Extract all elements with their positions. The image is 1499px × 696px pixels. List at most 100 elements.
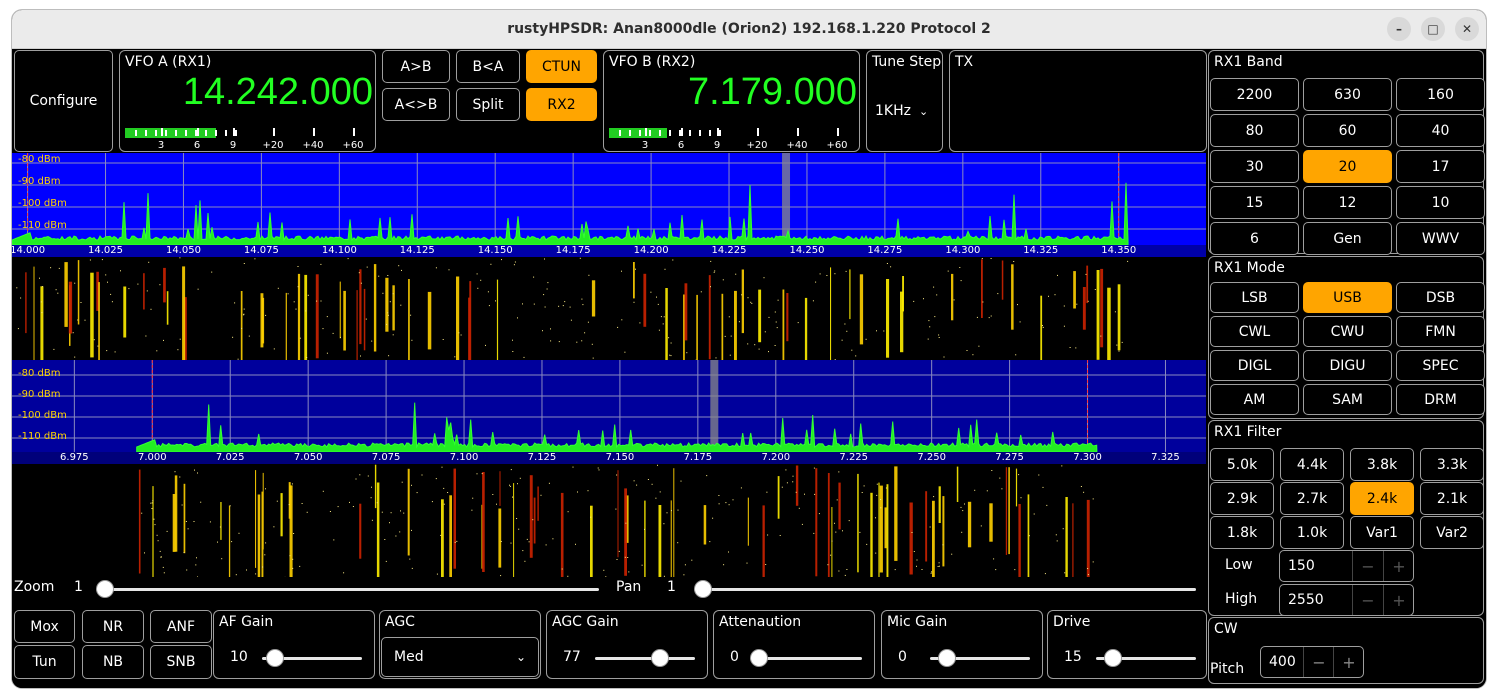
band-button[interactable]: 15 — [1210, 186, 1299, 219]
filter-button[interactable]: 2.1k — [1420, 482, 1484, 515]
waterfall-noise — [84, 319, 86, 321]
waterfall-signal — [857, 473, 859, 573]
agc-gain-slider[interactable] — [595, 657, 695, 660]
cw-pitch-spinner[interactable]: 400 − + — [1260, 646, 1364, 678]
filter-button[interactable]: Var2 — [1420, 516, 1484, 549]
meter-scale-label: 6 — [677, 140, 685, 151]
band-button[interactable]: 10 — [1396, 186, 1485, 219]
waterfall-noise — [628, 571, 630, 573]
zoom-slider-handle[interactable] — [96, 580, 114, 598]
mode-button[interactable]: DIGU — [1303, 350, 1392, 381]
nb-button[interactable]: NB — [82, 645, 144, 679]
tun-button[interactable]: Tun — [14, 645, 75, 679]
filter-button[interactable]: 5.0k — [1210, 448, 1274, 481]
filter-high-spinner[interactable]: 2550 − + — [1279, 584, 1414, 616]
waterfall-noise — [262, 566, 264, 568]
rx1-panadapter[interactable]: -80 dBm -90 dBm -100 dBm -110 dBm — [12, 153, 1206, 245]
mic-gain-slider[interactable] — [930, 657, 1030, 660]
af-gain-slider[interactable] — [262, 657, 362, 660]
mode-button[interactable]: DRM — [1396, 384, 1485, 415]
plus-icon[interactable]: + — [1333, 647, 1364, 677]
minus-icon[interactable]: − — [1352, 551, 1383, 581]
filter-button[interactable]: 3.8k — [1350, 448, 1414, 481]
band-button[interactable]: 20 — [1303, 150, 1392, 183]
agc-dropdown[interactable]: Med ⌄ — [381, 637, 539, 677]
band-button[interactable]: 17 — [1396, 150, 1485, 183]
nr-button[interactable]: NR — [82, 610, 144, 643]
band-button[interactable]: 12 — [1303, 186, 1392, 219]
mode-button[interactable]: DSB — [1396, 282, 1485, 313]
rx2-button[interactable]: RX2 — [526, 88, 597, 121]
swap-a-b-button[interactable]: A<>B — [382, 88, 450, 121]
band-button[interactable]: 160 — [1396, 78, 1485, 111]
filter-button[interactable]: 4.4k — [1280, 448, 1344, 481]
waterfall-noise — [177, 349, 179, 351]
maximize-button[interactable]: □ — [1421, 17, 1445, 41]
plus-icon[interactable]: + — [1383, 585, 1414, 615]
minimize-button[interactable]: – — [1387, 17, 1411, 41]
mic-gain-slider-handle[interactable] — [938, 649, 957, 667]
mode-button[interactable]: LSB — [1210, 282, 1299, 313]
vfo-a-frequency[interactable]: 14.242.000 — [182, 71, 373, 113]
drive-slider[interactable] — [1096, 657, 1196, 660]
waterfall-noise — [991, 470, 993, 471]
filter-button[interactable]: Var1 — [1350, 516, 1414, 549]
rx2-panadapter[interactable]: -80 dBm -90 dBm -100 dBm -110 dBm — [12, 360, 1206, 452]
configure-button[interactable]: Configure — [14, 50, 113, 152]
pan-slider[interactable] — [694, 588, 1196, 591]
rx2-waterfall[interactable] — [12, 464, 1206, 577]
mode-button[interactable]: CWL — [1210, 316, 1299, 347]
tune-step-dropdown[interactable]: 1KHz ⌄ — [875, 103, 928, 119]
drive-slider-handle[interactable] — [1104, 649, 1123, 667]
filter-button[interactable]: 2.4k — [1350, 482, 1414, 515]
band-button[interactable]: 80 — [1210, 114, 1299, 147]
anf-button[interactable]: ANF — [150, 610, 212, 643]
mode-button[interactable]: CWU — [1303, 316, 1392, 347]
frequency-tick-label: 14.025 — [88, 245, 124, 256]
band-button[interactable]: 60 — [1303, 114, 1392, 147]
close-button[interactable]: ✕ — [1455, 17, 1479, 41]
minus-icon[interactable]: − — [1352, 585, 1383, 615]
split-button[interactable]: Split — [456, 88, 520, 121]
agc-gain-slider-handle[interactable] — [650, 649, 669, 667]
band-button[interactable]: 630 — [1303, 78, 1392, 111]
mode-button[interactable]: AM — [1210, 384, 1299, 415]
pan-slider-handle[interactable] — [694, 580, 712, 598]
a-to-b-button[interactable]: A>B — [382, 50, 450, 83]
rx1-waterfall[interactable] — [12, 257, 1206, 360]
band-button[interactable]: 40 — [1396, 114, 1485, 147]
waterfall-noise — [320, 300, 322, 302]
ctun-button[interactable]: CTUN — [526, 50, 597, 83]
mode-button[interactable]: USB — [1303, 282, 1392, 313]
waterfall-noise — [581, 340, 583, 342]
snb-button[interactable]: SNB — [150, 645, 212, 679]
b-to-a-button[interactable]: B<A — [456, 50, 520, 83]
waterfall-noise — [1116, 344, 1118, 346]
mode-button[interactable]: FMN — [1396, 316, 1485, 347]
mode-button[interactable]: DIGL — [1210, 350, 1299, 381]
filter-passband — [710, 360, 719, 452]
vfo-a-label: VFO A (RX1) — [125, 54, 212, 70]
waterfall-noise — [151, 502, 153, 504]
filter-button[interactable]: 1.0k — [1280, 516, 1344, 549]
band-button[interactable]: WWV — [1396, 222, 1485, 255]
band-button[interactable]: Gen — [1303, 222, 1392, 255]
filter-low-spinner[interactable]: 150 − + — [1279, 550, 1414, 582]
filter-button[interactable]: 1.8k — [1210, 516, 1274, 549]
zoom-slider[interactable] — [96, 588, 599, 591]
band-button[interactable]: 6 — [1210, 222, 1299, 255]
filter-button[interactable]: 2.7k — [1280, 482, 1344, 515]
minus-icon[interactable]: − — [1303, 647, 1334, 677]
filter-button[interactable]: 3.3k — [1420, 448, 1484, 481]
af-gain-slider-handle[interactable] — [266, 649, 285, 667]
mode-button[interactable]: SAM — [1303, 384, 1392, 415]
plus-icon[interactable]: + — [1383, 551, 1414, 581]
mode-button[interactable]: SPEC — [1396, 350, 1485, 381]
attenuation-slider-handle[interactable] — [750, 649, 768, 667]
vfo-b-frequency[interactable]: 7.179.000 — [687, 71, 857, 113]
band-button[interactable]: 30 — [1210, 150, 1299, 183]
mox-button[interactable]: Mox — [14, 610, 75, 643]
filter-button[interactable]: 2.9k — [1210, 482, 1274, 515]
attenuation-slider[interactable] — [750, 657, 862, 660]
band-button[interactable]: 2200 — [1210, 78, 1299, 111]
